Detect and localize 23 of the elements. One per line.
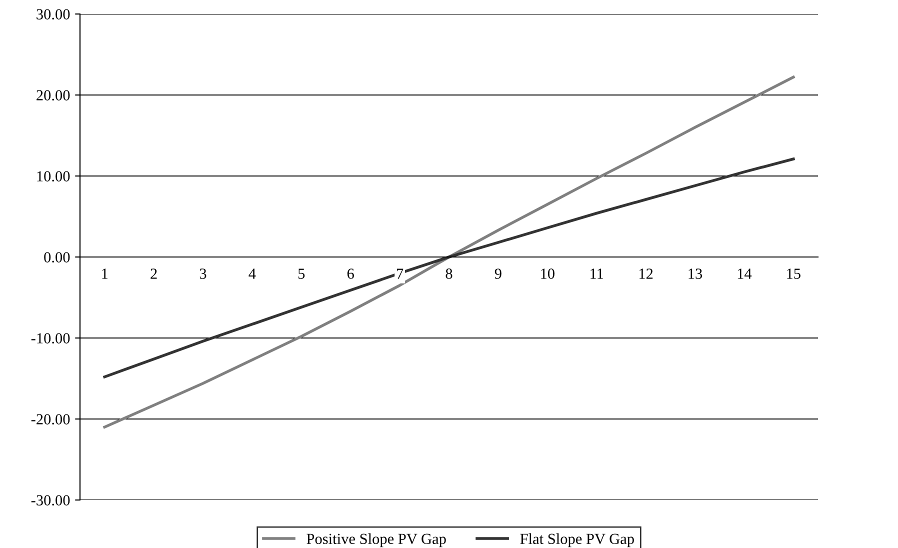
x-tick-label: 8 — [446, 268, 452, 279]
x-tick-label: 9 — [494, 268, 502, 279]
y-tick-label: 20.00 — [36, 90, 70, 101]
x-tick-label: 6 — [347, 268, 354, 279]
x-tick-label: 5 — [298, 268, 305, 279]
x-tick-label: 13 — [688, 268, 702, 279]
y-tick-label: -20.00 — [31, 414, 70, 425]
y-tick-label: 30.00 — [36, 9, 70, 20]
y-tick-label: 10.00 — [37, 171, 70, 182]
x-tick-label: 1 — [102, 268, 108, 279]
x-tick-label: 3 — [200, 268, 206, 279]
legend-label: Flat Slope PV Gap — [520, 533, 634, 548]
y-tick-label: 0.00 — [44, 252, 70, 263]
x-tick-label: 10 — [541, 268, 554, 279]
x-tick-label: 4 — [248, 268, 256, 279]
y-tick-label: -10.00 — [31, 333, 70, 344]
x-tick-label: 2 — [150, 268, 157, 279]
x-tick-label: 11 — [590, 268, 604, 279]
x-tick-label: 14 — [738, 268, 752, 279]
legend-label: Positive Slope PV Gap — [306, 533, 446, 548]
x-tick-label: 15 — [787, 268, 800, 279]
x-tick-label: 12 — [640, 268, 653, 279]
y-tick-label: -30.00 — [31, 495, 70, 506]
